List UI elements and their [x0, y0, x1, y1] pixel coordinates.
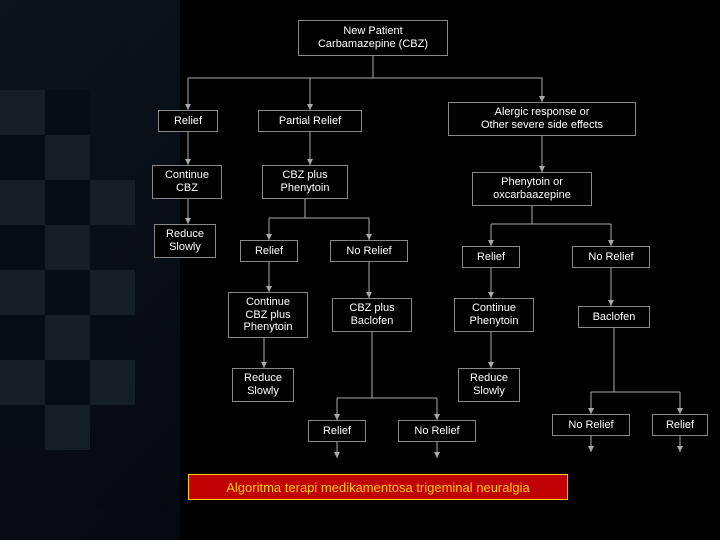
caption-text: Algoritma terapi medikamentosa trigemina…: [226, 480, 529, 495]
node-contcbzphen: ContinueCBZ plusPhenytoin: [228, 292, 308, 338]
node-norelief2: No Relief: [330, 240, 408, 262]
node-relief5: Relief: [652, 414, 708, 436]
node-reduceslowly1: ReduceSlowly: [154, 224, 216, 258]
node-norelief5: No Relief: [552, 414, 630, 436]
node-reduceslowly3: ReduceSlowly: [458, 368, 520, 402]
node-norelief4: No Relief: [398, 420, 476, 442]
node-norelief3: No Relief: [572, 246, 650, 268]
node-contphen: ContinuePhenytoin: [454, 298, 534, 332]
node-contcbz: ContinueCBZ: [152, 165, 222, 199]
caption-box: Algoritma terapi medikamentosa trigemina…: [188, 474, 568, 500]
node-relief4: Relief: [308, 420, 366, 442]
node-phenox: Phenytoin oroxcarbaazepine: [472, 172, 592, 206]
node-reduceslowly2: ReduceSlowly: [232, 368, 294, 402]
node-relief2: Relief: [240, 240, 298, 262]
node-cbzbac: CBZ plusBaclofen: [332, 298, 412, 332]
node-baclofen: Baclofen: [578, 306, 650, 328]
node-partial: Partial Relief: [258, 110, 362, 132]
node-allergic: Alergic response orOther severe side eff…: [448, 102, 636, 136]
node-relief1: Relief: [158, 110, 218, 132]
node-relief3: Relief: [462, 246, 520, 268]
node-root: New PatientCarbamazepine (CBZ): [298, 20, 448, 56]
background-chess: [0, 0, 180, 540]
node-cbzphen: CBZ plusPhenytoin: [262, 165, 348, 199]
